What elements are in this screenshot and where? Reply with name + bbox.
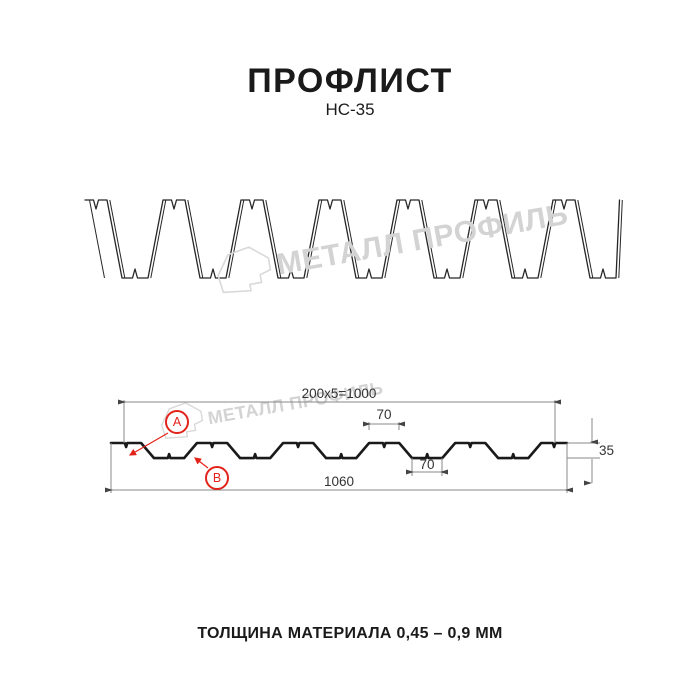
svg-text:70: 70 [376,407,391,422]
svg-text:200x5=1000: 200x5=1000 [302,386,377,401]
svg-text:A: A [173,415,182,429]
svg-text:70: 70 [419,457,434,472]
svg-text:1060: 1060 [324,474,354,489]
svg-text:МЕТАЛЛ ПРОФИЛЬ: МЕТАЛЛ ПРОФИЛЬ [274,198,570,282]
svg-text:35: 35 [599,443,614,458]
svg-text:B: B [213,471,221,485]
